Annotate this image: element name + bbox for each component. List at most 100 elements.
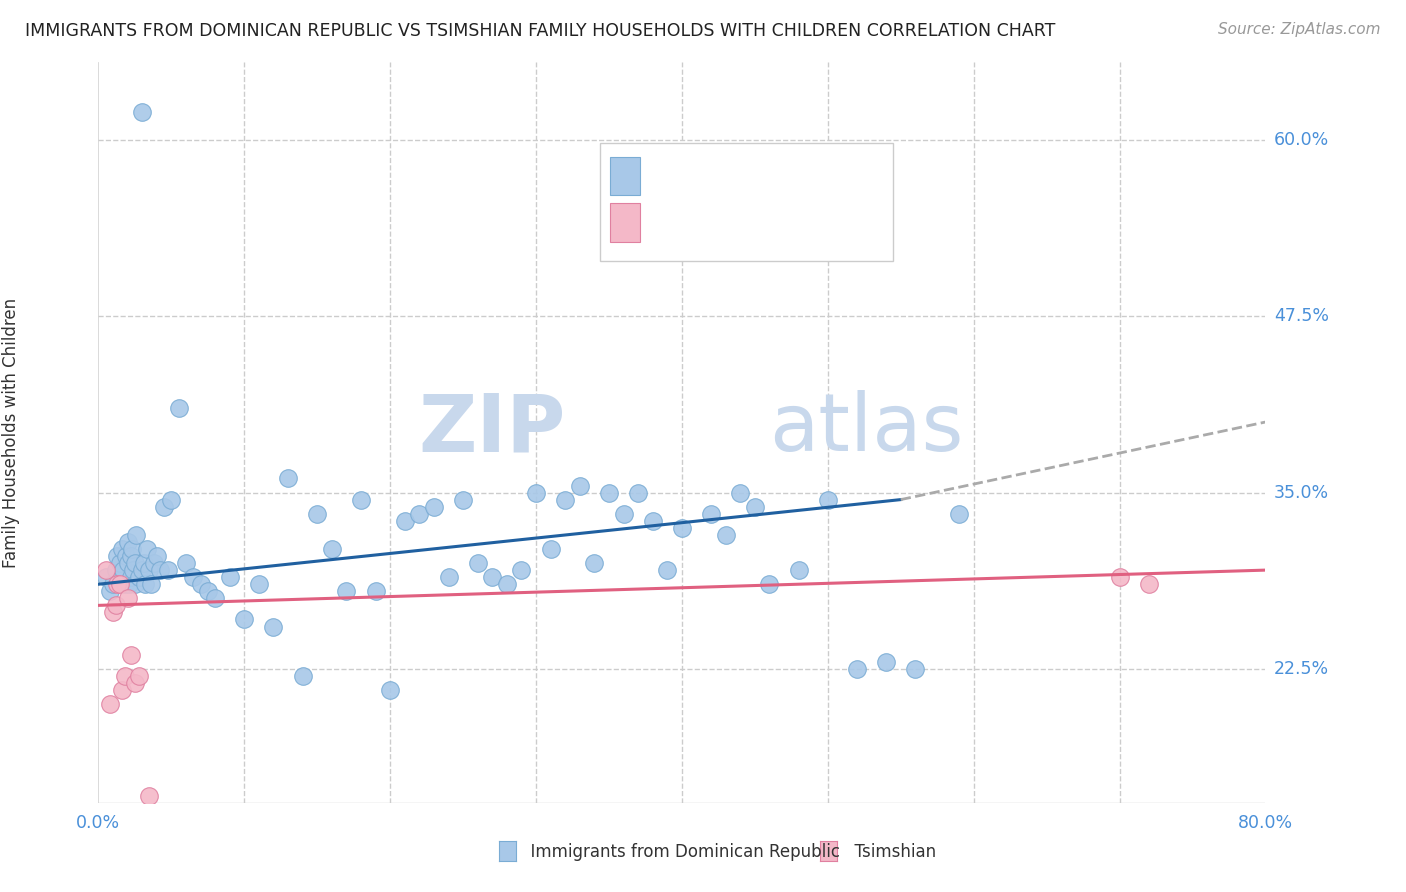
Point (496, 577, 519, 591)
Point (174, 556, 197, 570)
Point (104, 599, 127, 613)
Point (467, 556, 489, 570)
Text: Tsimshian: Tsimshian (844, 843, 936, 861)
Point (101, 577, 124, 591)
Point (117, 556, 139, 570)
Point (568, 478, 591, 492)
Point (124, 556, 146, 570)
Point (787, 563, 810, 577)
Point (125, 528, 148, 542)
Point (247, 577, 270, 591)
FancyBboxPatch shape (610, 157, 640, 195)
FancyBboxPatch shape (600, 143, 893, 261)
Point (671, 521, 693, 535)
Point (120, 648, 142, 662)
Point (875, 655, 897, 669)
Point (120, 549, 142, 563)
Point (262, 619, 284, 633)
Point (105, 549, 128, 563)
Text: R =: R = (652, 165, 689, 183)
Point (524, 485, 547, 500)
Point (131, 104, 153, 119)
Point (233, 612, 256, 626)
Point (335, 584, 357, 599)
Point (149, 563, 172, 577)
Text: 47.5%: 47.5% (1274, 307, 1329, 326)
Point (135, 541, 157, 556)
Point (122, 563, 145, 577)
Text: atlas: atlas (769, 390, 963, 468)
Point (118, 577, 141, 591)
Point (94, 570, 117, 584)
Text: Family Households with Children: Family Households with Children (1, 298, 20, 567)
Point (408, 507, 430, 521)
Point (364, 584, 387, 599)
Text: Source: ZipAtlas.com: Source: ZipAtlas.com (1218, 22, 1381, 37)
Point (124, 676, 146, 690)
Text: 22.5%: 22.5% (1274, 660, 1329, 678)
Text: 15: 15 (821, 213, 844, 231)
Point (904, 662, 927, 676)
Point (350, 492, 373, 507)
Point (758, 577, 780, 591)
Text: 35.0%: 35.0% (1274, 483, 1329, 501)
Point (128, 570, 150, 584)
Point (167, 401, 190, 415)
Point (197, 584, 219, 599)
Point (117, 535, 139, 549)
Text: 0.217: 0.217 (696, 165, 749, 183)
Point (380, 683, 402, 698)
FancyBboxPatch shape (610, 203, 640, 242)
Point (111, 683, 134, 698)
Point (554, 492, 576, 507)
Point (451, 492, 474, 507)
Text: N =: N = (762, 165, 810, 183)
Point (153, 500, 176, 514)
Point (817, 492, 839, 507)
Point (115, 549, 138, 563)
Point (114, 669, 136, 683)
Point (218, 570, 240, 584)
Point (132, 556, 155, 570)
Text: Immigrants from Dominican Republic: Immigrants from Dominican Republic (520, 843, 841, 861)
Point (583, 556, 606, 570)
Text: ZIP: ZIP (418, 390, 565, 468)
Point (700, 507, 723, 521)
Point (744, 500, 766, 514)
Text: N =: N = (762, 213, 810, 231)
Point (131, 563, 153, 577)
Point (204, 591, 226, 606)
Text: 60.0%: 60.0% (1274, 131, 1330, 149)
Point (160, 492, 183, 507)
Point (142, 556, 165, 570)
Text: 80.0%: 80.0% (1237, 814, 1294, 832)
Point (627, 485, 650, 500)
Point (98, 584, 121, 599)
Point (540, 541, 562, 556)
Point (120, 570, 142, 584)
Point (291, 669, 314, 683)
Text: IMMIGRANTS FROM DOMINICAN REPUBLIC VS TSIMSHIAN FAMILY HOUSEHOLDS WITH CHILDREN : IMMIGRANTS FROM DOMINICAN REPUBLIC VS TS… (25, 22, 1056, 40)
Point (146, 549, 169, 563)
Point (124, 577, 146, 591)
Point (157, 563, 180, 577)
Point (437, 570, 460, 584)
Point (101, 606, 124, 620)
Point (114, 577, 136, 591)
Point (181, 570, 204, 584)
Point (190, 577, 212, 591)
Point (111, 541, 134, 556)
Point (394, 514, 416, 528)
Point (846, 662, 869, 676)
Point (121, 541, 143, 556)
Point (98, 697, 121, 711)
Point (598, 485, 620, 500)
Text: 0.0%: 0.0% (76, 814, 121, 832)
Point (104, 563, 127, 577)
Point (1137, 577, 1160, 591)
Point (510, 563, 533, 577)
Point (138, 563, 160, 577)
Text: 0.145: 0.145 (696, 213, 749, 231)
Point (641, 514, 664, 528)
Text: R =: R = (652, 213, 689, 231)
